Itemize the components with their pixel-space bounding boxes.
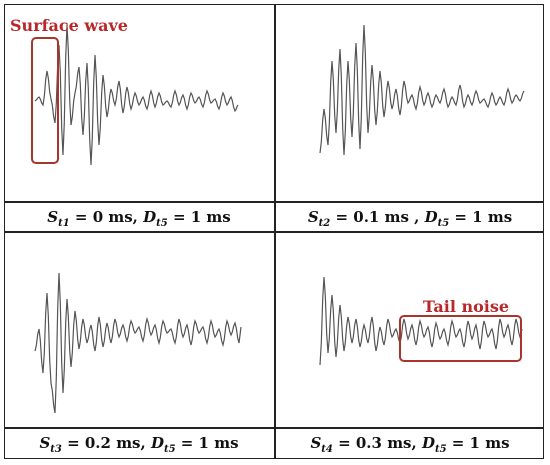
caption-panel-4: St4 = 0.3 ms, Dt5 = 1 ms xyxy=(310,434,510,455)
waveform-3 xyxy=(34,272,242,414)
tail-noise-label: Tail noise xyxy=(423,297,510,316)
caption-panel-2: St2 = 0.1 ms , Dt5 = 1 ms xyxy=(307,208,513,229)
waveform-1 xyxy=(34,24,239,166)
caption-panel-1: St1 = 0 ms, Dt5 = 1 ms xyxy=(47,208,231,229)
caption-divider-top-2 xyxy=(4,427,544,429)
tail-noise-box xyxy=(399,315,522,362)
row-divider xyxy=(4,231,544,233)
panel-1-plot xyxy=(5,5,273,201)
surface-wave-label: Surface wave xyxy=(10,16,128,35)
caption-divider-top-1 xyxy=(4,201,544,203)
panel-3-plot xyxy=(5,233,273,427)
caption-panel-3: St3 = 0.2 ms, Dt5 = 1 ms xyxy=(39,434,239,455)
waveform-2 xyxy=(319,24,525,156)
waveform-4 xyxy=(319,276,523,366)
panel-4-plot xyxy=(276,233,544,427)
panel-2-plot xyxy=(276,5,544,201)
surface-wave-box xyxy=(31,37,59,164)
